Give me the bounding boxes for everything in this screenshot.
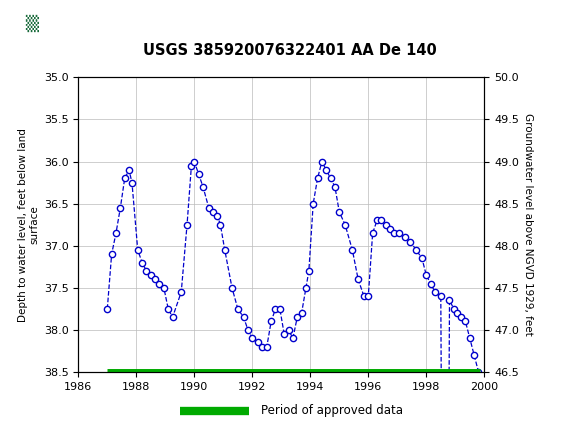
Y-axis label: Depth to water level, feet below land
surface: Depth to water level, feet below land su…	[18, 128, 39, 322]
Text: USGS 385920076322401 AA De 140: USGS 385920076322401 AA De 140	[143, 43, 437, 58]
Text: USGS: USGS	[81, 14, 136, 31]
Text: ▒: ▒	[26, 14, 38, 31]
Bar	[6, 4, 58, 41]
Text: Period of approved data: Period of approved data	[261, 404, 403, 417]
Y-axis label: Groundwater level above NGVD 1929, feet: Groundwater level above NGVD 1929, feet	[523, 113, 533, 336]
